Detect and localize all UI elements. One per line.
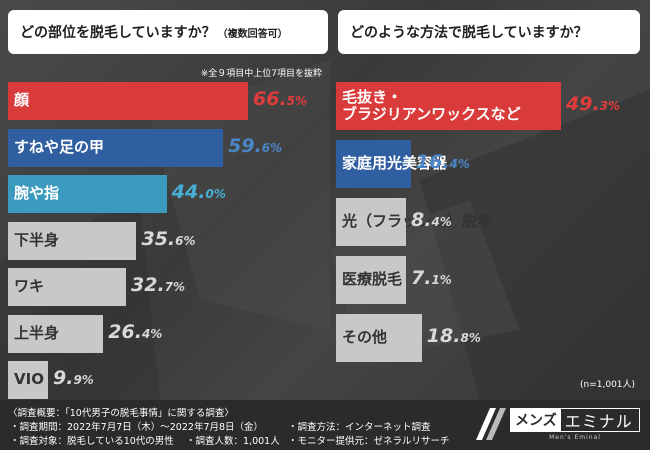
bar: VIO: [8, 361, 48, 399]
bar-label: 家庭用光美容器: [342, 154, 448, 173]
bar: 家庭用光美容器: [336, 140, 447, 188]
bar-label: すねや足の甲: [14, 137, 105, 156]
value-label: 16.4%: [415, 151, 470, 173]
bar-label: 下半身: [14, 230, 60, 249]
survey-method: ・調査方法：インターネット調査: [288, 422, 431, 433]
bar: 腕や指: [8, 175, 167, 213]
bar-label: 顔: [14, 91, 30, 110]
bar-label: ワキ: [14, 277, 45, 296]
bar: 毛抜き・ ブラジリアンワックスなど: [336, 82, 561, 130]
value-label: 35.6%: [141, 227, 196, 250]
value-label: 7.1%: [411, 267, 452, 289]
bar-label: 医療脱毛: [342, 270, 403, 289]
bar-label: 光（フラッシュ）脱毛: [342, 212, 493, 231]
bar: すねや足の甲: [8, 128, 224, 167]
bar: その他: [336, 314, 422, 362]
bar-label: VIO: [14, 370, 44, 389]
bar-label: その他: [342, 328, 388, 347]
left-title-main: どの部位を脱毛していますか？: [20, 25, 216, 41]
brand-logo: メンズ エミナル Men's Eminal: [470, 404, 642, 444]
logo-text-eminal: エミナル: [564, 412, 633, 431]
value-label: 66.5%: [253, 88, 308, 110]
value-label: 9.9%: [53, 367, 94, 389]
bar: 下半身: [8, 221, 137, 260]
value-label: 49.3%: [566, 93, 621, 115]
value-label: 44.0%: [171, 181, 226, 203]
value-label: 18.8%: [426, 325, 481, 347]
bar: 顔: [8, 82, 248, 120]
sample-size-label: (n=1,001人): [580, 380, 636, 390]
bar: ワキ: [8, 268, 126, 306]
logo-text-box: メンズ エミナル: [510, 408, 640, 432]
note-text: ※全９項目中上位7項目を抜粋: [200, 69, 322, 79]
survey-period: ・調査期間：2022年7月7日（木）〜2022年7月8日（金）: [10, 422, 264, 433]
bar-label: 上半身: [14, 323, 60, 342]
value-label: 32.7%: [131, 274, 186, 296]
bar: 医療脱毛: [336, 256, 406, 304]
logo-subtext: Men's Eminal: [549, 434, 601, 441]
left-chart-title: どの部位を脱毛していますか？ （複数回答可）: [8, 10, 328, 54]
right-chart-title: どのような方法で脱毛していますか？: [338, 10, 640, 54]
logo-text-mens: メンズ: [511, 409, 561, 431]
bar: 光（フラッシュ）脱毛: [336, 198, 492, 246]
survey-count: ・調査人数：1,001人: [186, 436, 280, 447]
monitor-provider: ・モニター提供元：ゼネラルリサーチ: [288, 436, 450, 447]
value-label: 59.6%: [228, 134, 283, 157]
survey-target: ・調査対象：脱毛している10代の男性: [10, 436, 174, 447]
bar-label: 毛抜き・ ブラジリアンワックスなど: [342, 87, 521, 123]
value-label: 8.4%: [411, 209, 452, 231]
bar: 上半身: [8, 314, 104, 353]
survey-overview: 〈調査概要：「10代男子の脱毛事情」に関する調査〉: [8, 408, 234, 419]
left-title-sub: （複数回答可）: [217, 28, 288, 40]
logo-mark-icon: [476, 408, 506, 440]
value-label: 26.4%: [108, 320, 163, 343]
bar-label: 腕や指: [14, 184, 60, 203]
